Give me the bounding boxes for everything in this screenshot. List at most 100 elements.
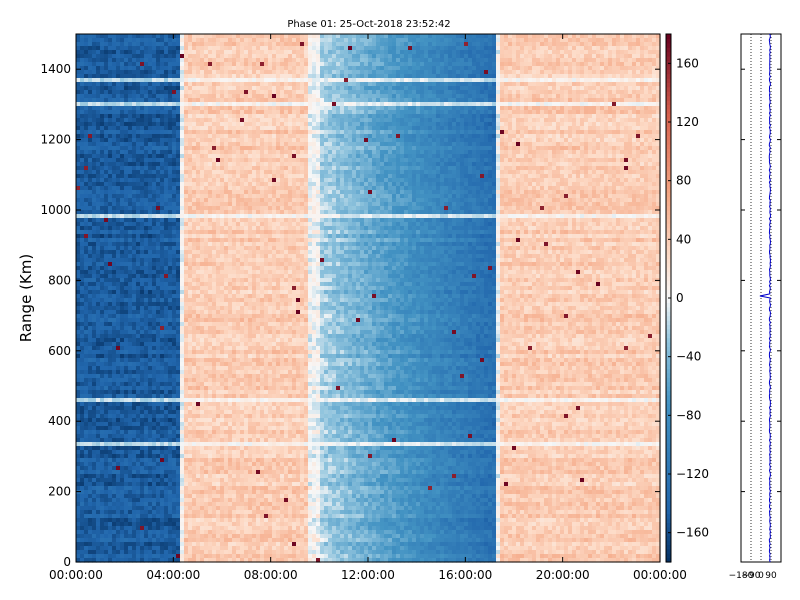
heatmap-cell	[536, 106, 541, 111]
heatmap-cell	[584, 54, 589, 59]
heatmap-cell	[200, 82, 205, 87]
heatmap-cell	[436, 146, 441, 151]
heatmap-cell	[440, 66, 445, 71]
heatmap-cell	[416, 138, 421, 143]
heatmap-cell	[620, 138, 625, 143]
heatmap-cell	[560, 114, 565, 119]
heatmap-cell	[112, 162, 117, 167]
heatmap-cell	[524, 106, 529, 111]
chart-title: Phase 01: 25-Oct-2018 23:52:42	[287, 19, 450, 30]
heatmap-cell	[444, 94, 449, 99]
heatmap-cell	[552, 58, 557, 63]
heatmap-cell	[340, 46, 345, 51]
heatmap-cell	[432, 46, 437, 51]
heatmap-cell	[244, 166, 249, 171]
heatmap-cell	[272, 130, 277, 135]
heatmap-cell	[528, 166, 533, 171]
heatmap-cell	[92, 98, 97, 103]
heatmap-cell	[300, 82, 305, 87]
heatmap-cell	[196, 158, 201, 163]
heatmap-cell	[392, 154, 397, 159]
heatmap-cell	[172, 134, 177, 139]
heatmap-cell	[384, 130, 389, 135]
heatmap-cell	[96, 118, 101, 123]
heatmap-cell	[532, 162, 537, 167]
heatmap-cell	[96, 74, 101, 79]
heatmap-cell	[488, 138, 493, 143]
heatmap-cell	[104, 114, 109, 119]
heatmap-cell	[480, 46, 485, 51]
heatmap-cell	[240, 106, 245, 111]
heatmap-cell	[96, 146, 101, 151]
heatmap-cell	[420, 130, 425, 135]
heatmap-cell	[236, 58, 241, 63]
heatmap-cell	[656, 122, 661, 127]
heatmap-cell	[656, 146, 661, 151]
heatmap-cell	[104, 154, 109, 159]
heatmap-cell	[600, 106, 605, 111]
heatmap-cell	[324, 86, 329, 91]
heatmap-cell	[576, 90, 581, 95]
heatmap-cell	[492, 78, 497, 83]
heatmap-cell	[352, 66, 357, 71]
heatmap-cell	[328, 38, 333, 43]
heatmap-cell	[552, 50, 557, 55]
heatmap-cell	[264, 146, 269, 151]
heatmap-cell	[252, 110, 257, 115]
heatmap-cell	[168, 102, 173, 107]
heatmap-cell	[296, 130, 301, 135]
heatmap-cell	[304, 66, 309, 71]
heatmap-cell	[204, 118, 209, 123]
heatmap-cell	[272, 38, 277, 43]
heatmap-cell	[228, 38, 233, 43]
heatmap-cell	[456, 82, 461, 87]
heatmap-cell	[508, 66, 513, 71]
heatmap-cell	[280, 154, 285, 159]
heatmap-cell	[600, 38, 605, 43]
heatmap-cell	[644, 146, 649, 151]
heatmap-cell	[428, 106, 433, 111]
heatmap-cell	[656, 74, 661, 79]
heatmap-cell	[188, 142, 193, 147]
heatmap-cell	[340, 126, 345, 131]
heatmap-cell	[352, 42, 357, 47]
heatmap-cell	[448, 78, 453, 83]
heatmap-cell	[104, 162, 109, 167]
heatmap-cell	[288, 122, 293, 127]
heatmap-cell	[156, 58, 161, 63]
heatmap-cell	[632, 158, 637, 163]
heatmap-cell	[612, 158, 617, 163]
heatmap-cell	[412, 122, 417, 127]
heatmap-cell	[420, 110, 425, 115]
heatmap-cell	[504, 46, 509, 51]
heatmap-cell	[416, 78, 421, 83]
heatmap-cell	[396, 154, 401, 159]
heatmap-cell	[612, 122, 617, 127]
heatmap-cell	[168, 34, 173, 39]
heatmap-cell	[260, 130, 265, 135]
heatmap-cell	[552, 42, 557, 47]
heatmap-cell	[560, 58, 565, 63]
heatmap-cell	[360, 46, 365, 51]
heatmap-cell	[236, 94, 241, 99]
heatmap-cell	[320, 90, 325, 95]
heatmap-cell	[176, 58, 181, 63]
heatmap-cell	[428, 86, 433, 91]
heatmap-cell	[440, 62, 445, 67]
heatmap-cell	[260, 78, 265, 83]
heatmap-cell	[100, 70, 105, 75]
heatmap-cell	[656, 82, 661, 87]
heatmap-cell	[200, 146, 205, 151]
heatmap-cell	[144, 158, 149, 163]
heatmap-cell	[236, 62, 241, 67]
heatmap-cell	[512, 54, 517, 59]
heatmap-cell	[356, 62, 361, 67]
heatmap-cell	[280, 114, 285, 119]
heatmap-cell	[624, 66, 629, 71]
heatmap-cell	[100, 162, 105, 167]
heatmap-cell	[448, 54, 453, 59]
heatmap-cell	[76, 82, 81, 87]
heatmap-cell	[268, 126, 273, 131]
heatmap-cell	[264, 70, 269, 75]
heatmap-cell	[168, 166, 173, 171]
